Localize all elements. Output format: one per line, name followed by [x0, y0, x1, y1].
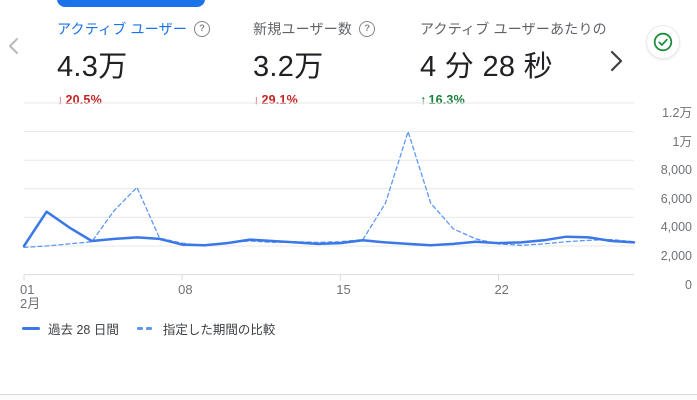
metric-card-active-users[interactable]: アクティブ ユーザー ? 4.3万 ↓ 20.5%: [57, 20, 211, 107]
legend-item: 過去 28 日間: [22, 319, 119, 338]
y-axis-tick-label: 2,000: [660, 249, 692, 263]
next-metrics-button[interactable]: [607, 48, 625, 79]
y-axis-tick-label: 1万: [672, 134, 692, 149]
x-axis-tick-label: 22: [494, 282, 509, 297]
legend-label: 指定した期間の比較: [162, 323, 276, 337]
x-axis-tick-label: 01 2月: [20, 282, 41, 311]
metric-value: 3.2万: [253, 51, 324, 83]
page-background: [0, 395, 697, 400]
y-axis-tick-label: 8,000: [660, 163, 692, 178]
delta-arrow-icon: ↑: [420, 93, 427, 107]
delta-arrow-icon: ↓: [57, 93, 64, 107]
card-bottom-divider: [0, 394, 697, 395]
legend-dashed-line-swatch: [136, 327, 155, 330]
y-axis-tick-label: 0: [685, 277, 692, 292]
metric-title: 新規ユーザー数: [253, 21, 353, 37]
selected-tab-indicator: [57, 0, 205, 7]
y-axis-tick-label: 4,000: [660, 220, 692, 235]
chevron-left-icon: [9, 38, 18, 54]
comparison-period-line: [23, 130, 635, 249]
last-28-days-line: [22, 210, 636, 248]
legend-label: 過去 28 日間: [48, 323, 119, 337]
check-circle-icon: [653, 32, 673, 52]
status-check-badge[interactable]: [646, 25, 680, 59]
metric-value: 4.3万: [57, 51, 128, 83]
chart-legend: 過去 28 日間 指定した期間の比較: [22, 319, 293, 338]
prev-metrics-button[interactable]: [6, 36, 20, 61]
help-icon[interactable]: ?: [359, 21, 376, 37]
metric-card-new-users[interactable]: 新規ユーザー数 ? 3.2万 ↓ 29.1%: [253, 20, 376, 107]
metric-title: アクティブ ユーザー: [57, 21, 188, 37]
x-axis-month-label: 2月: [20, 296, 41, 311]
delta-arrow-icon: ↓: [253, 93, 260, 107]
legend-solid-line-swatch: [22, 327, 40, 330]
metric-card-engagement-time[interactable]: アクティブ ユーザーあたりの 4 分 28 秒 ↑ 16.3%: [420, 20, 607, 107]
y-axis-tick-label: 6,000: [660, 191, 692, 206]
metric-value: 4 分 28 秒: [420, 51, 553, 83]
x-axis-tick-label: 15: [336, 282, 351, 297]
x-axis-tick-label: 08: [178, 282, 193, 297]
help-icon[interactable]: ?: [194, 21, 211, 37]
legend-item: 指定した期間の比較: [136, 319, 276, 338]
metric-title: アクティブ ユーザーあたりの: [420, 21, 607, 37]
y-axis-tick-label: 1.2万: [662, 106, 692, 120]
chevron-right-icon: [610, 50, 623, 72]
